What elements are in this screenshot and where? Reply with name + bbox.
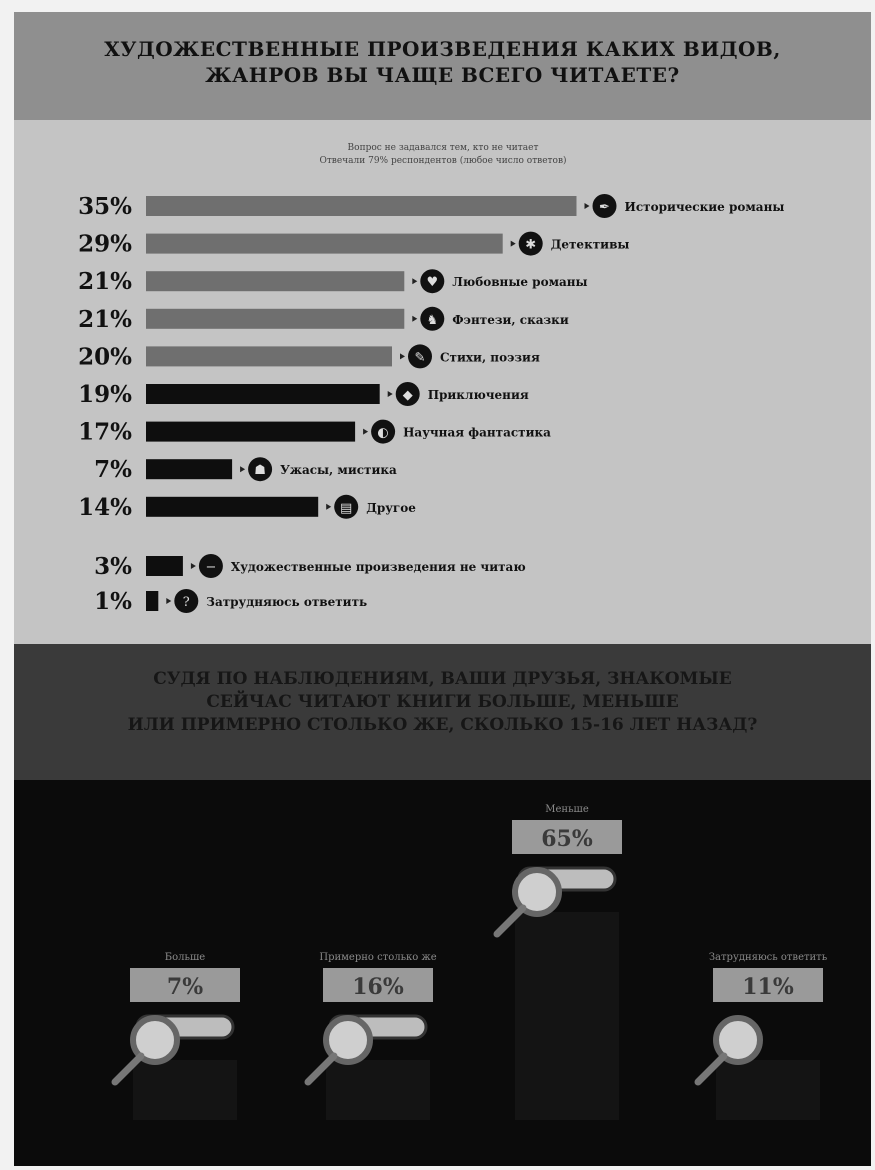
question-title-line-3: ИЛИ ПРИМЕРНО СТОЛЬКО ЖЕ, СКОЛЬКО 15-16 Л… [127,715,758,735]
question-title: СУДЯ ПО НАБЛЮДЕНИЯМ, ВАШИ ДРУЗЬЯ, ЗНАКОМ… [14,644,871,737]
title-banner: ХУДОЖЕСТВЕННЫЕ ПРОИЗВЕДЕНИЯ КАКИХ ВИДОВ,… [14,12,871,120]
genre-chart-panel [14,120,871,644]
question-title-line-1: СУДЯ ПО НАБЛЮДЕНИЯМ, ВАШИ ДРУЗЬЯ, ЗНАКОМ… [153,669,732,689]
question-title-line-2: СЕЙЧАС ЧИТАЮТ КНИГИ БОЛЬШЕ, МЕНЬШЕ [206,692,679,712]
chart-title-line-1: ХУДОЖЕСТВЕННЫЕ ПРОИЗВЕДЕНИЯ КАКИХ ВИДОВ, [104,37,781,61]
chart-title: ХУДОЖЕСТВЕННЫЕ ПРОИЗВЕДЕНИЯ КАКИХ ВИДОВ,… [14,12,871,88]
question-banner: СУДЯ ПО НАБЛЮДЕНИЯМ, ВАШИ ДРУЗЬЯ, ЗНАКОМ… [14,644,871,780]
comparison-panel [14,780,871,1166]
chart-title-line-2: ЖАНРОВ ВЫ ЧАЩЕ ВСЕГО ЧИТАЕТЕ? [205,63,680,87]
